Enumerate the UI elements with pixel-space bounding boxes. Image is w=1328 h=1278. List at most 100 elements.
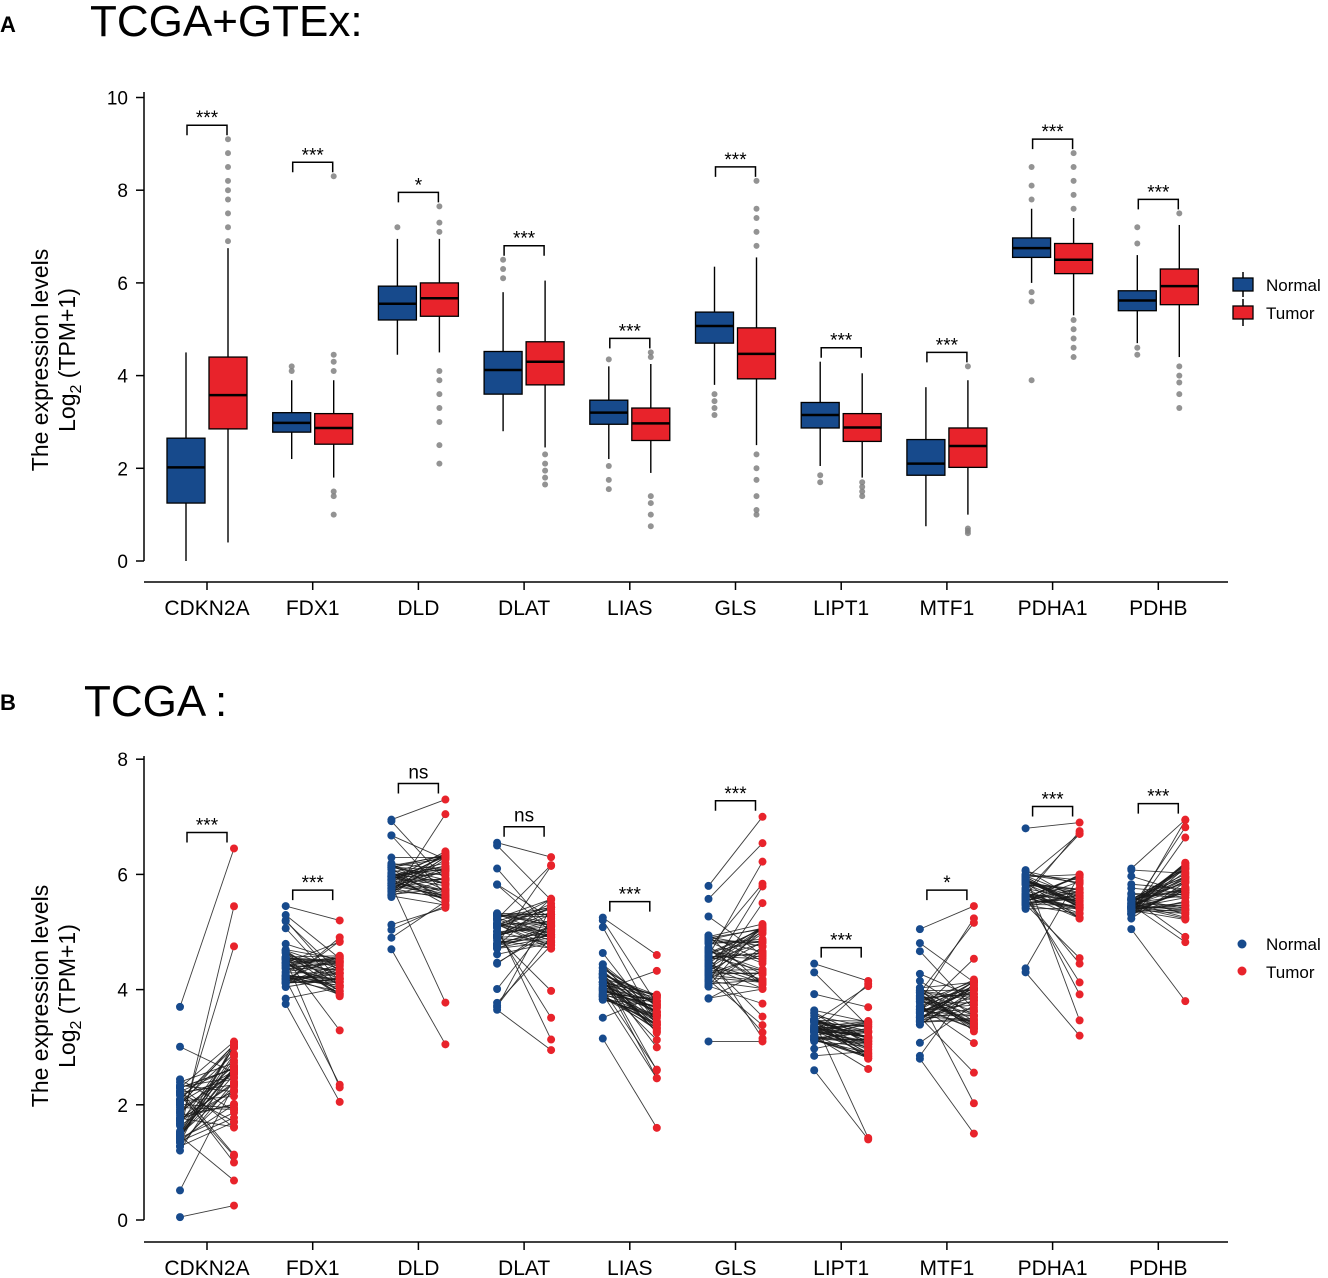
point-tumor-gls xyxy=(758,857,767,866)
pair-line xyxy=(179,1046,235,1132)
box-tumor-fdx1-outlier xyxy=(330,358,337,365)
box-normal-dlat-outlier xyxy=(500,275,507,282)
pair-line xyxy=(391,901,446,939)
sig-b-dlat-bracket xyxy=(503,825,545,837)
point-tumor-cdkn2a xyxy=(230,942,238,951)
point-tumor-pdha1 xyxy=(1075,978,1084,987)
point-tumor-dld xyxy=(441,875,450,884)
box-normal-dlat-outlier xyxy=(500,265,507,272)
pair-line xyxy=(179,1041,235,1089)
sig-b-lias-bracket xyxy=(609,900,651,912)
pair-line xyxy=(708,970,763,1000)
sig-a-lias-label: *** xyxy=(619,321,642,342)
panel-b-y-tick-label: 6 xyxy=(117,865,128,886)
box-tumor-pdha1-outlier xyxy=(1070,335,1077,342)
point-normal-gls xyxy=(704,994,713,1003)
box-normal-gls-outlier xyxy=(711,411,718,418)
pair-line xyxy=(285,927,341,987)
box-tumor-pdhb-outlier xyxy=(1176,405,1183,412)
pair-line xyxy=(391,869,446,876)
pair-line xyxy=(179,1046,235,1074)
point-tumor-mtf1 xyxy=(969,1099,978,1108)
point-normal-gls xyxy=(704,1037,713,1046)
pair-line xyxy=(391,865,446,891)
pair-line xyxy=(708,928,763,954)
sig-a-dlat-bracket xyxy=(503,244,545,256)
pair-line xyxy=(496,926,552,965)
pair-line xyxy=(1131,892,1186,910)
point-normal-fdx1 xyxy=(281,911,290,920)
legend-b-normal-label: Normal xyxy=(1266,935,1321,954)
box-normal-pdhb-outlier xyxy=(1134,240,1141,247)
pair-line xyxy=(602,917,658,956)
sig-b-gls-label: *** xyxy=(724,784,747,805)
point-normal-dld xyxy=(387,817,396,826)
sig-a-fdx1-label: *** xyxy=(302,145,325,166)
sig-a-pdhb-bracket xyxy=(1137,198,1180,210)
point-tumor-gls xyxy=(758,976,767,985)
point-normal-dlat xyxy=(493,985,502,994)
pair-line xyxy=(919,1005,975,1044)
box-tumor-gls-outlier xyxy=(753,511,760,518)
box-tumor-pdha1-outlier xyxy=(1070,205,1077,212)
point-tumor-mtf1 xyxy=(969,1014,978,1023)
pair-line xyxy=(1130,928,1186,1002)
point-tumor-gls xyxy=(758,839,767,848)
pair-line xyxy=(1131,865,1186,909)
point-normal-lias xyxy=(598,975,607,984)
pair-line xyxy=(919,958,975,1011)
point-tumor-dld xyxy=(441,903,450,912)
pair-line xyxy=(285,976,340,995)
panel-b-ylabel-log: Log xyxy=(54,1030,80,1068)
pair-line xyxy=(391,890,446,898)
panel-b-category-label: FDX1 xyxy=(286,1257,340,1278)
pair-line xyxy=(285,975,340,983)
sig-a-lipt1-bracket xyxy=(820,346,862,358)
panel-b-category-label: MTF1 xyxy=(919,1257,974,1278)
pair-line xyxy=(919,905,975,930)
pair-line xyxy=(285,964,340,971)
pair-line xyxy=(1131,909,1186,912)
pair-line xyxy=(179,1091,235,1163)
box-normal-pdha1-outlier xyxy=(1028,298,1035,305)
pair-line xyxy=(390,884,446,1003)
point-tumor-pdhb xyxy=(1181,905,1190,914)
pair-line xyxy=(179,1089,235,1126)
point-normal-pdha1 xyxy=(1021,892,1030,901)
box-normal-gls-box xyxy=(694,311,735,344)
sig-a-cdkn2a-bracket xyxy=(186,124,228,136)
point-tumor-dlat xyxy=(547,861,556,870)
point-normal-fdx1 xyxy=(281,960,290,969)
sig-b-mtf1-bracket xyxy=(926,889,968,901)
pair-line xyxy=(497,915,552,918)
point-tumor-gls xyxy=(758,899,767,908)
point-tumor-lias xyxy=(652,951,661,960)
point-normal-lipt1 xyxy=(810,1008,819,1017)
box-normal-pdha1-outlier xyxy=(1028,377,1035,384)
point-tumor-gls xyxy=(758,1012,767,1021)
box-tumor-fdx1-outlier xyxy=(330,493,337,500)
point-tumor-mtf1 xyxy=(969,993,978,1002)
pair-line xyxy=(285,937,340,984)
point-normal-dld xyxy=(387,872,396,881)
pair-line xyxy=(1025,874,1080,969)
panel-a-ylabel-log: Log xyxy=(54,394,80,432)
point-tumor-fdx1 xyxy=(335,983,344,992)
pair-line xyxy=(919,1019,974,1023)
panel-a-category-label: LIPT1 xyxy=(813,597,869,620)
point-tumor-pdhb xyxy=(1181,816,1190,825)
pair-line xyxy=(179,906,235,1133)
pair-line xyxy=(496,898,552,919)
point-normal-cdkn2a xyxy=(176,1098,184,1107)
box-tumor-dld-outlier xyxy=(436,367,443,374)
pair-line xyxy=(814,1029,869,1038)
point-normal-mtf1 xyxy=(915,1051,924,1060)
pair-line xyxy=(179,1135,235,1181)
point-normal-cdkn2a xyxy=(176,1121,184,1130)
pair-line xyxy=(497,940,552,949)
panel-b-category-label: DLD xyxy=(397,1257,439,1278)
panel-a-category-label: MTF1 xyxy=(919,597,974,620)
point-normal-fdx1 xyxy=(281,924,290,933)
point-tumor-pdha1 xyxy=(1075,959,1084,968)
point-tumor-cdkn2a xyxy=(230,1074,238,1083)
